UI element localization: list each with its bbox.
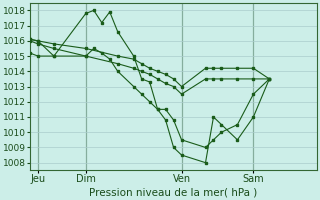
X-axis label: Pression niveau de la mer( hPa ): Pression niveau de la mer( hPa ) (90, 187, 258, 197)
